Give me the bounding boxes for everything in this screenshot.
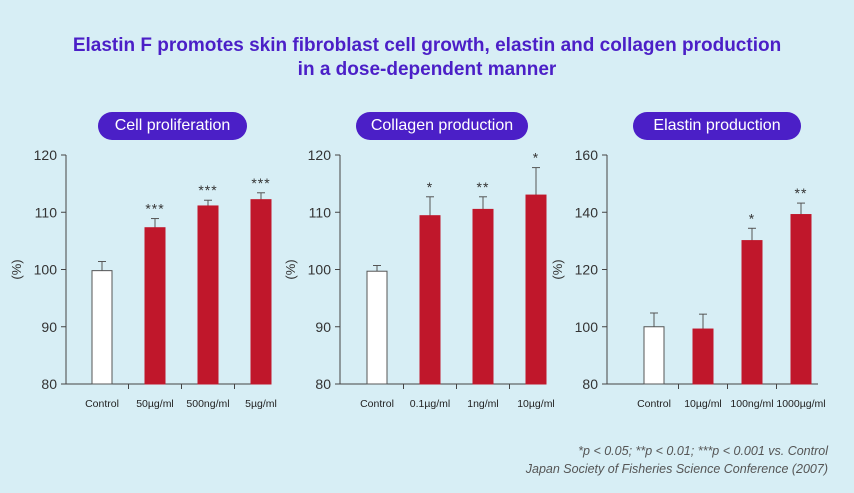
chart-0-x-label-500ng-ml: 500ng/ml: [186, 398, 229, 410]
chart-0-bar-50-g-ml: [144, 227, 166, 385]
chart-2-bar-10-g-ml: [692, 328, 714, 385]
chart-2-y-tick-label-120: 120: [575, 262, 599, 278]
chart-2-y-tick-label-160: 160: [575, 147, 599, 163]
panel-title-cell-proliferation: Cell proliferation: [98, 112, 247, 140]
chart-1-bar-0-1-g-ml: [419, 215, 441, 385]
title-line-1: Elastin F promotes skin fibroblast cell …: [72, 35, 782, 56]
chart-1-x-label-1ng-ml: 1ng/ml: [467, 398, 499, 410]
chart-1-significance-0-1-g-ml: *: [427, 179, 433, 195]
chart-0-y-tick-label-120: 120: [34, 147, 58, 163]
chart-2-significance-100ng-ml: *: [749, 210, 755, 226]
chart-1-y-tick-label-90: 90: [315, 319, 331, 335]
chart-1-y-tick-label-100: 100: [308, 262, 332, 278]
chart-0-significance-50-g-ml: ***: [145, 201, 164, 217]
chart-0-x-label-control: Control: [85, 398, 119, 410]
chart-1-significance-10-g-ml: *: [533, 150, 539, 166]
chart-0-bar-5-g-ml: [250, 199, 272, 385]
chart-1-x-label-0-1-g-ml: 0.1µg/ml: [410, 398, 450, 410]
source-citation: Japan Society of Fisheries Science Confe…: [525, 462, 828, 476]
chart-0-significance-500ng-ml: ***: [198, 182, 217, 198]
chart-2-x-label-100ng-ml: 100ng/ml: [730, 398, 773, 410]
chart-1-significance-1ng-ml: **: [477, 179, 490, 195]
chart-0-y-tick-label-90: 90: [41, 319, 57, 335]
chart-0-x-label-50-g-ml: 50µg/ml: [136, 398, 174, 410]
chart-1-y-tick-label-80: 80: [315, 376, 331, 392]
chart-2-bar-100ng-ml: [741, 240, 763, 385]
chart-2-y-axis-label: (%): [550, 259, 565, 279]
title-line-2: in a dose-dependent manner: [297, 59, 557, 80]
chart-1-bar-control: [366, 270, 388, 385]
chart-0-y-tick-label-100: 100: [34, 262, 58, 278]
chart-2-y-tick-label-100: 100: [575, 319, 599, 335]
significance-legend: *p < 0.05; **p < 0.01; ***p < 0.001 vs. …: [578, 444, 828, 458]
chart-2-significance-1000-g-ml: **: [795, 185, 808, 201]
chart-2-x-label-control: Control: [637, 398, 671, 410]
chart-0-significance-5-g-ml: ***: [251, 175, 270, 191]
chart-2-x-label-1000-g-ml: 1000µg/ml: [776, 398, 825, 410]
chart-1-x-label-control: Control: [360, 398, 394, 410]
chart-2-y-tick-label-80: 80: [582, 376, 598, 392]
chart-2-x-label-10-g-ml: 10µg/ml: [684, 398, 722, 410]
panel-title-collagen-production: Collagen production: [356, 112, 528, 140]
chart-0-bar-control: [91, 270, 113, 385]
chart-2-y-tick-label-140: 140: [575, 204, 599, 220]
chart-1-bar-10-g-ml: [525, 194, 547, 385]
chart-0-bar-500ng-ml: [197, 205, 219, 385]
chart-title-block: Elastin F promotes skin fibroblast cell …: [0, 34, 854, 82]
chart-1-bar-1ng-ml: [472, 208, 494, 385]
chart-0-y-axis-label: (%): [9, 259, 24, 279]
chart-2-bar-1000-g-ml: [790, 214, 812, 385]
chart-1-y-tick-label-120: 120: [308, 147, 332, 163]
chart-0-x-label-5-g-ml: 5µg/ml: [245, 398, 277, 410]
chart-0-y-tick-label-110: 110: [35, 204, 58, 220]
panel-title-elastin-production: Elastin production: [633, 112, 801, 140]
chart-2-bar-control: [643, 326, 665, 385]
footnote: *p < 0.05; **p < 0.01; ***p < 0.001 vs. …: [408, 442, 828, 478]
chart-1-y-axis-label: (%): [283, 259, 298, 279]
chart-1-y-tick-label-110: 110: [309, 204, 332, 220]
chart-0-y-tick-label-80: 80: [41, 376, 57, 392]
chart-1-x-label-10-g-ml: 10µg/ml: [517, 398, 555, 410]
